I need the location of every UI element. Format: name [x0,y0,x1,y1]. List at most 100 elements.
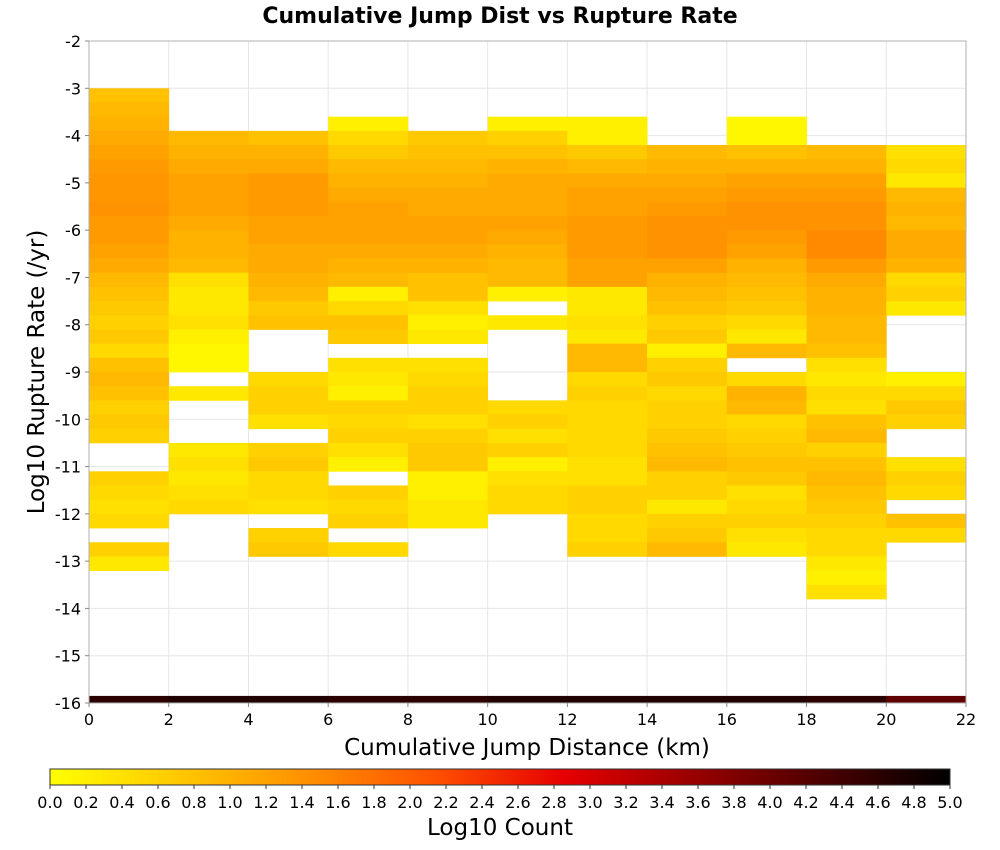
heatmap-cell [886,272,967,288]
heatmap-cell [647,357,728,373]
heatmap-cell [647,329,728,345]
heatmap-cell [328,187,409,203]
heatmap-cell [886,372,967,387]
heatmap-cell [806,570,887,586]
heatmap-cell [647,315,728,330]
heatmap-cell [647,471,728,486]
heatmap-cell [328,201,409,217]
heatmap-cell [168,286,249,302]
heatmap-cell [487,485,568,501]
heatmap-cell [726,272,807,288]
heatmap-cell [248,442,329,458]
heatmap-cell [647,286,728,302]
heatmap-cell [647,215,728,231]
heatmap-cell [89,173,170,188]
heatmap-cell [89,542,170,557]
heatmap-cell [407,457,489,472]
heatmap-cell [328,414,409,430]
heatmap-cell [726,187,807,203]
x-tick-label: 16 [717,710,737,729]
colorbar-tick-label: 1.8 [361,793,386,812]
heatmap-cell [248,230,329,245]
heatmap-cell [407,315,489,330]
heatmap-cell [647,442,728,458]
heatmap-cell [487,428,568,444]
heatmap-cell [168,457,249,472]
heatmap-cell [407,159,489,174]
heatmap-cell [567,542,648,557]
heatmap-cell [726,244,807,259]
heatmap-cell [726,201,807,217]
heatmap-cell [806,173,887,188]
heatmap-cell [886,286,967,302]
heatmap-cell [487,244,568,259]
heatmap-cell [407,357,489,373]
y-tick-label: -12 [55,505,81,524]
heatmap-cell [168,315,249,330]
y-tick-label: -7 [65,268,81,287]
heatmap-cell [647,386,728,401]
heatmap-cell [806,584,887,600]
heatmap-cell [328,116,409,132]
y-axis-ticks: -2 -3 -4 -5 -6 -7 -8 -9 -10 -11 -12 -13 -14 -15 -16 [55,32,89,713]
heatmap-cell [248,372,329,387]
heatmap-cell [567,230,648,245]
heatmap-cell [567,329,648,345]
colorbar-tick-label: 2.8 [541,793,566,812]
colorbar-tick-label: 1.0 [217,793,242,812]
heatmap-cell [248,457,329,472]
heatmap-cell [407,258,489,274]
heatmap-cell [89,258,170,274]
heatmap-cell [647,173,728,188]
heatmap-cell [567,442,648,458]
heatmap-cell [407,386,489,401]
y-tick-label: -11 [55,458,81,477]
colorbar-tick-label: 2.0 [397,793,422,812]
heatmap-cell [168,471,249,486]
heatmap-cell [567,201,648,217]
heatmap-cell [726,130,807,146]
heatmap-cell [567,428,648,444]
heatmap-cell [487,215,568,231]
heatmap-cell [328,145,409,160]
heatmap-cell [407,301,489,316]
colorbar-tick-label: 2.4 [469,793,494,812]
y-tick-label: -8 [65,316,81,335]
colorbar-tick-label: 3.2 [613,793,638,812]
heatmap-cell [886,159,967,174]
heatmap-cell [89,471,170,486]
colorbar-tick-label: 4.2 [793,793,818,812]
heatmap-cell [886,187,967,203]
heatmap-cell [647,343,728,359]
heatmap-cell [487,695,568,703]
x-tick-label: 10 [477,710,497,729]
heatmap-cell [726,258,807,274]
colorbar-tick-label: 2.6 [505,793,530,812]
y-tick-label: -6 [65,221,81,240]
heatmap-cell [407,201,489,217]
heatmap-cell [567,528,648,543]
heatmap-cell [168,272,249,288]
heatmap-cell [647,201,728,217]
heatmap-cell [89,301,170,316]
heatmap-cell [248,215,329,231]
heatmap-cell [886,457,967,472]
heatmap-cell [168,230,249,245]
colorbar-tick-label: 3.6 [685,793,710,812]
heatmap-cell [647,187,728,203]
heatmap-cell [487,272,568,288]
heatmap-cell [168,130,249,146]
heatmap-cell [248,499,329,515]
heatmap-cell [567,301,648,316]
heatmap-cell [806,695,887,703]
heatmap-cell [726,471,807,486]
y-tick-label: -5 [65,174,81,193]
colorbar-label: Log10 Count [427,815,573,841]
heatmap-cell [487,442,568,458]
heatmap-cell [407,173,489,188]
heatmap-cell [806,556,887,571]
heatmap-cell [806,244,887,259]
heatmap-cell [726,499,807,515]
heatmap-cell [726,286,807,302]
